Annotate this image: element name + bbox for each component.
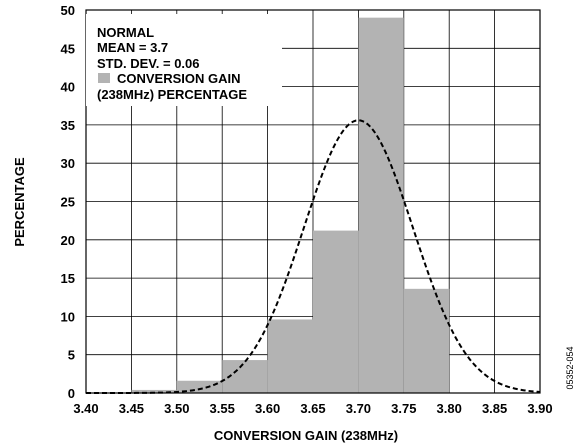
x-tick-label-3: 3.55 [210,401,235,416]
x-tick-label-10: 3.90 [527,401,552,416]
y-tick-label-6: 30 [61,156,75,171]
histogram-bar-0 [131,389,177,393]
legend-mean-label: MEAN = 3.7 [97,40,168,55]
x-axis-title: CONVERSION GAIN (238MHz) [214,428,398,443]
x-tick-labels: 3.40 3.45 3.50 3.55 3.60 3.65 3.70 3.75 3.80 3.85… [73,401,552,416]
y-axis-title: PERCENTAGE [12,157,27,247]
x-tick-label-0: 3.40 [73,401,98,416]
x-tick-label-6: 3.70 [346,401,371,416]
legend-bar-label-line1: CONVERSION GAIN [117,71,241,86]
x-tick-label-4: 3.60 [255,401,280,416]
y-tick-label-4: 20 [61,233,75,248]
y-tick-label-5: 25 [61,195,75,210]
y-tick-label-7: 35 [61,118,75,133]
x-tick-label-8: 3.80 [437,401,462,416]
histogram-bar-1 [176,380,223,393]
x-tick-label-7: 3.75 [391,401,416,416]
legend-std-dev-label: STD. DEV. = 0.06 [97,56,200,71]
x-tick-label-1: 3.45 [119,401,144,416]
legend-background [86,14,282,106]
legend-normal-label: NORMAL [97,25,154,40]
legend-bar-swatch [98,73,110,83]
y-tick-label-9: 45 [61,41,75,56]
y-tick-label-3: 15 [61,271,75,286]
x-tick-label-2: 3.50 [164,401,189,416]
legend: NORMAL MEAN = 3.7 STD. DEV. = 0.06 CONVE… [86,14,282,106]
histogram-bar-5 [358,17,404,393]
y-tick-label-10: 50 [61,3,75,18]
legend-bar-label-line2: (238MHz) PERCENTAGE [97,87,247,102]
histogram-bar-3 [267,319,313,393]
figure-id: 05352-054 [565,346,575,389]
y-tick-label-0: 0 [68,386,75,401]
y-tick-label-8: 40 [61,80,75,95]
x-tick-label-5: 3.65 [300,401,325,416]
y-tick-labels: 0 5 10 15 20 25 30 35 40 45 50 [61,3,75,401]
x-tick-label-9: 3.85 [482,401,507,416]
plot-frame [85,9,541,394]
y-tick-label-2: 10 [61,309,75,324]
histogram-bar-4 [313,230,359,393]
y-tick-label-1: 5 [68,348,75,363]
histogram-bar-6 [403,288,450,393]
